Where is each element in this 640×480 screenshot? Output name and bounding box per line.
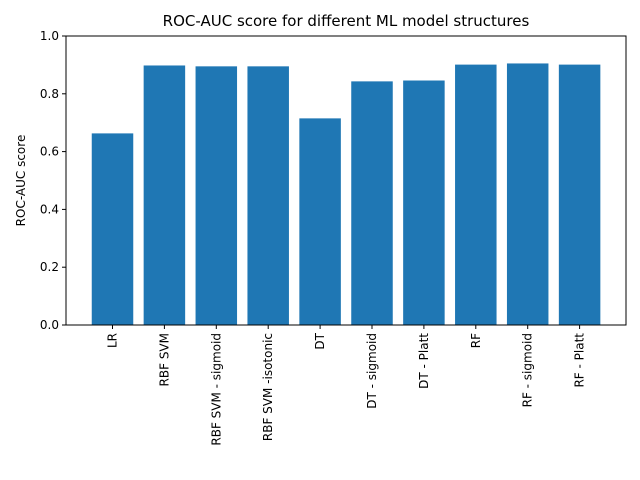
- x-tick-label: RF - Platt: [573, 333, 587, 388]
- bars-group: [91, 63, 601, 326]
- bar-rbf-svm-sigmoid: [195, 66, 238, 325]
- y-tick-label: 0.2: [40, 260, 59, 274]
- bar-rf: [455, 64, 497, 326]
- x-tick-label: DT - sigmoid: [365, 333, 379, 409]
- bar-rbf-svm: [143, 65, 186, 325]
- y-tick-label: 0.6: [40, 145, 59, 159]
- bar-dt-sigmoid: [351, 81, 393, 326]
- x-axis: LR RBF SVM RBF SVM - sigmoid RBF SVM -isoto…: [106, 325, 587, 446]
- bar-dt-platt: [403, 80, 445, 325]
- bar-rbf-svm-isotonic: [247, 66, 289, 325]
- y-tick-label: 1.0: [40, 29, 59, 43]
- y-axis: 0.0 0.2 0.4 0.6 0.8 1.0: [40, 29, 66, 332]
- bar-dt: [299, 118, 341, 326]
- plot-frame: [65, 35, 627, 326]
- y-tick-label: 0.0: [40, 318, 59, 332]
- chart-title: ROC-AUC score for different ML model str…: [163, 12, 530, 30]
- x-tick-label: RBF SVM -isotonic: [261, 333, 275, 441]
- bar-lr: [91, 133, 134, 325]
- x-tick-label: RBF SVM: [157, 333, 171, 386]
- x-tick-label: RF: [469, 333, 483, 348]
- x-tick-label: DT - Platt: [417, 333, 431, 389]
- x-tick-label: RBF SVM - sigmoid: [209, 333, 223, 446]
- x-tick-label: DT: [313, 332, 327, 349]
- x-tick-label: LR: [106, 333, 120, 348]
- bar-rf-sigmoid: [506, 63, 549, 325]
- y-tick-label: 0.8: [40, 87, 59, 101]
- y-axis-label: ROC-AUC score: [14, 135, 28, 227]
- x-tick-label: RF - sigmoid: [521, 333, 535, 407]
- bar-rf-platt: [558, 64, 601, 326]
- y-tick-label: 0.4: [40, 202, 59, 216]
